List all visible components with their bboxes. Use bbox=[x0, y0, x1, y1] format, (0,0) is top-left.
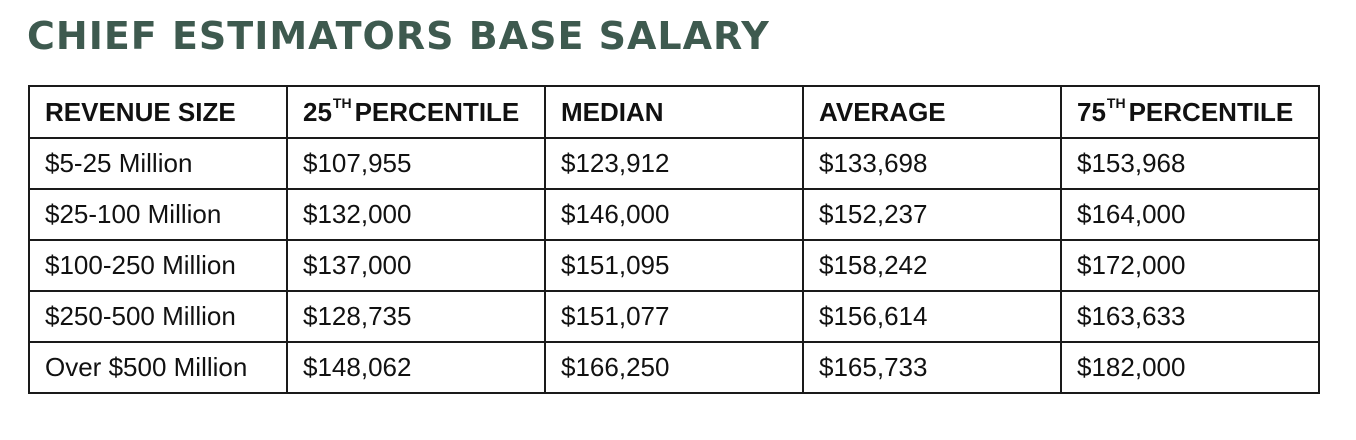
table-cell-75th-percentile: $182,000 bbox=[1060, 341, 1320, 394]
table-cell-median: $146,000 bbox=[544, 188, 804, 241]
column-header-75th-percentile: 75TH PERCENTILE bbox=[1060, 85, 1320, 139]
table-cell-75th-percentile: $172,000 bbox=[1060, 239, 1320, 292]
table-cell-25th-percentile: $148,062 bbox=[286, 341, 546, 394]
table-cell-revenue-size: Over $500 Million bbox=[28, 341, 288, 394]
table-row: Over $500 Million $148,062 $166,250 $165… bbox=[28, 341, 1320, 394]
table-cell-median: $151,077 bbox=[544, 290, 804, 343]
column-header-median: MEDIAN bbox=[544, 85, 804, 139]
table-cell-75th-percentile: $153,968 bbox=[1060, 137, 1320, 190]
table-cell-revenue-size: $25-100 Million bbox=[28, 188, 288, 241]
table-cell-average: $156,614 bbox=[802, 290, 1062, 343]
table-cell-revenue-size: $100-250 Million bbox=[28, 239, 288, 292]
table-row: $250-500 Million $128,735 $151,077 $156,… bbox=[28, 290, 1320, 343]
table-row: $100-250 Million $137,000 $151,095 $158,… bbox=[28, 239, 1320, 292]
table-row: $5-25 Million $107,955 $123,912 $133,698… bbox=[28, 137, 1320, 190]
column-header-revenue-size: REVENUE SIZE bbox=[28, 85, 288, 139]
table-cell-75th-percentile: $164,000 bbox=[1060, 188, 1320, 241]
table-cell-25th-percentile: $137,000 bbox=[286, 239, 546, 292]
table-cell-median: $123,912 bbox=[544, 137, 804, 190]
table-cell-revenue-size: $250-500 Million bbox=[28, 290, 288, 343]
table-cell-average: $165,733 bbox=[802, 341, 1062, 394]
table-cell-75th-percentile: $163,633 bbox=[1060, 290, 1320, 343]
table-header-row: REVENUE SIZE 25TH PERCENTILE MEDIAN AVERA… bbox=[28, 85, 1320, 139]
table-cell-average: $133,698 bbox=[802, 137, 1062, 190]
table-row: $25-100 Million $132,000 $146,000 $152,2… bbox=[28, 188, 1320, 241]
table-cell-average: $152,237 bbox=[802, 188, 1062, 241]
table-cell-25th-percentile: $128,735 bbox=[286, 290, 546, 343]
column-header-25th-percentile: 25TH PERCENTILE bbox=[286, 85, 546, 139]
salary-table: REVENUE SIZE 25TH PERCENTILE MEDIAN AVERA… bbox=[28, 85, 1320, 394]
chart-title: CHIEF ESTIMATORS BASE SALARY bbox=[27, 14, 770, 58]
table-cell-25th-percentile: $107,955 bbox=[286, 137, 546, 190]
table-cell-median: $151,095 bbox=[544, 239, 804, 292]
column-header-average: AVERAGE bbox=[802, 85, 1062, 139]
table-cell-average: $158,242 bbox=[802, 239, 1062, 292]
table-cell-revenue-size: $5-25 Million bbox=[28, 137, 288, 190]
table-cell-median: $166,250 bbox=[544, 341, 804, 394]
table-cell-25th-percentile: $132,000 bbox=[286, 188, 546, 241]
